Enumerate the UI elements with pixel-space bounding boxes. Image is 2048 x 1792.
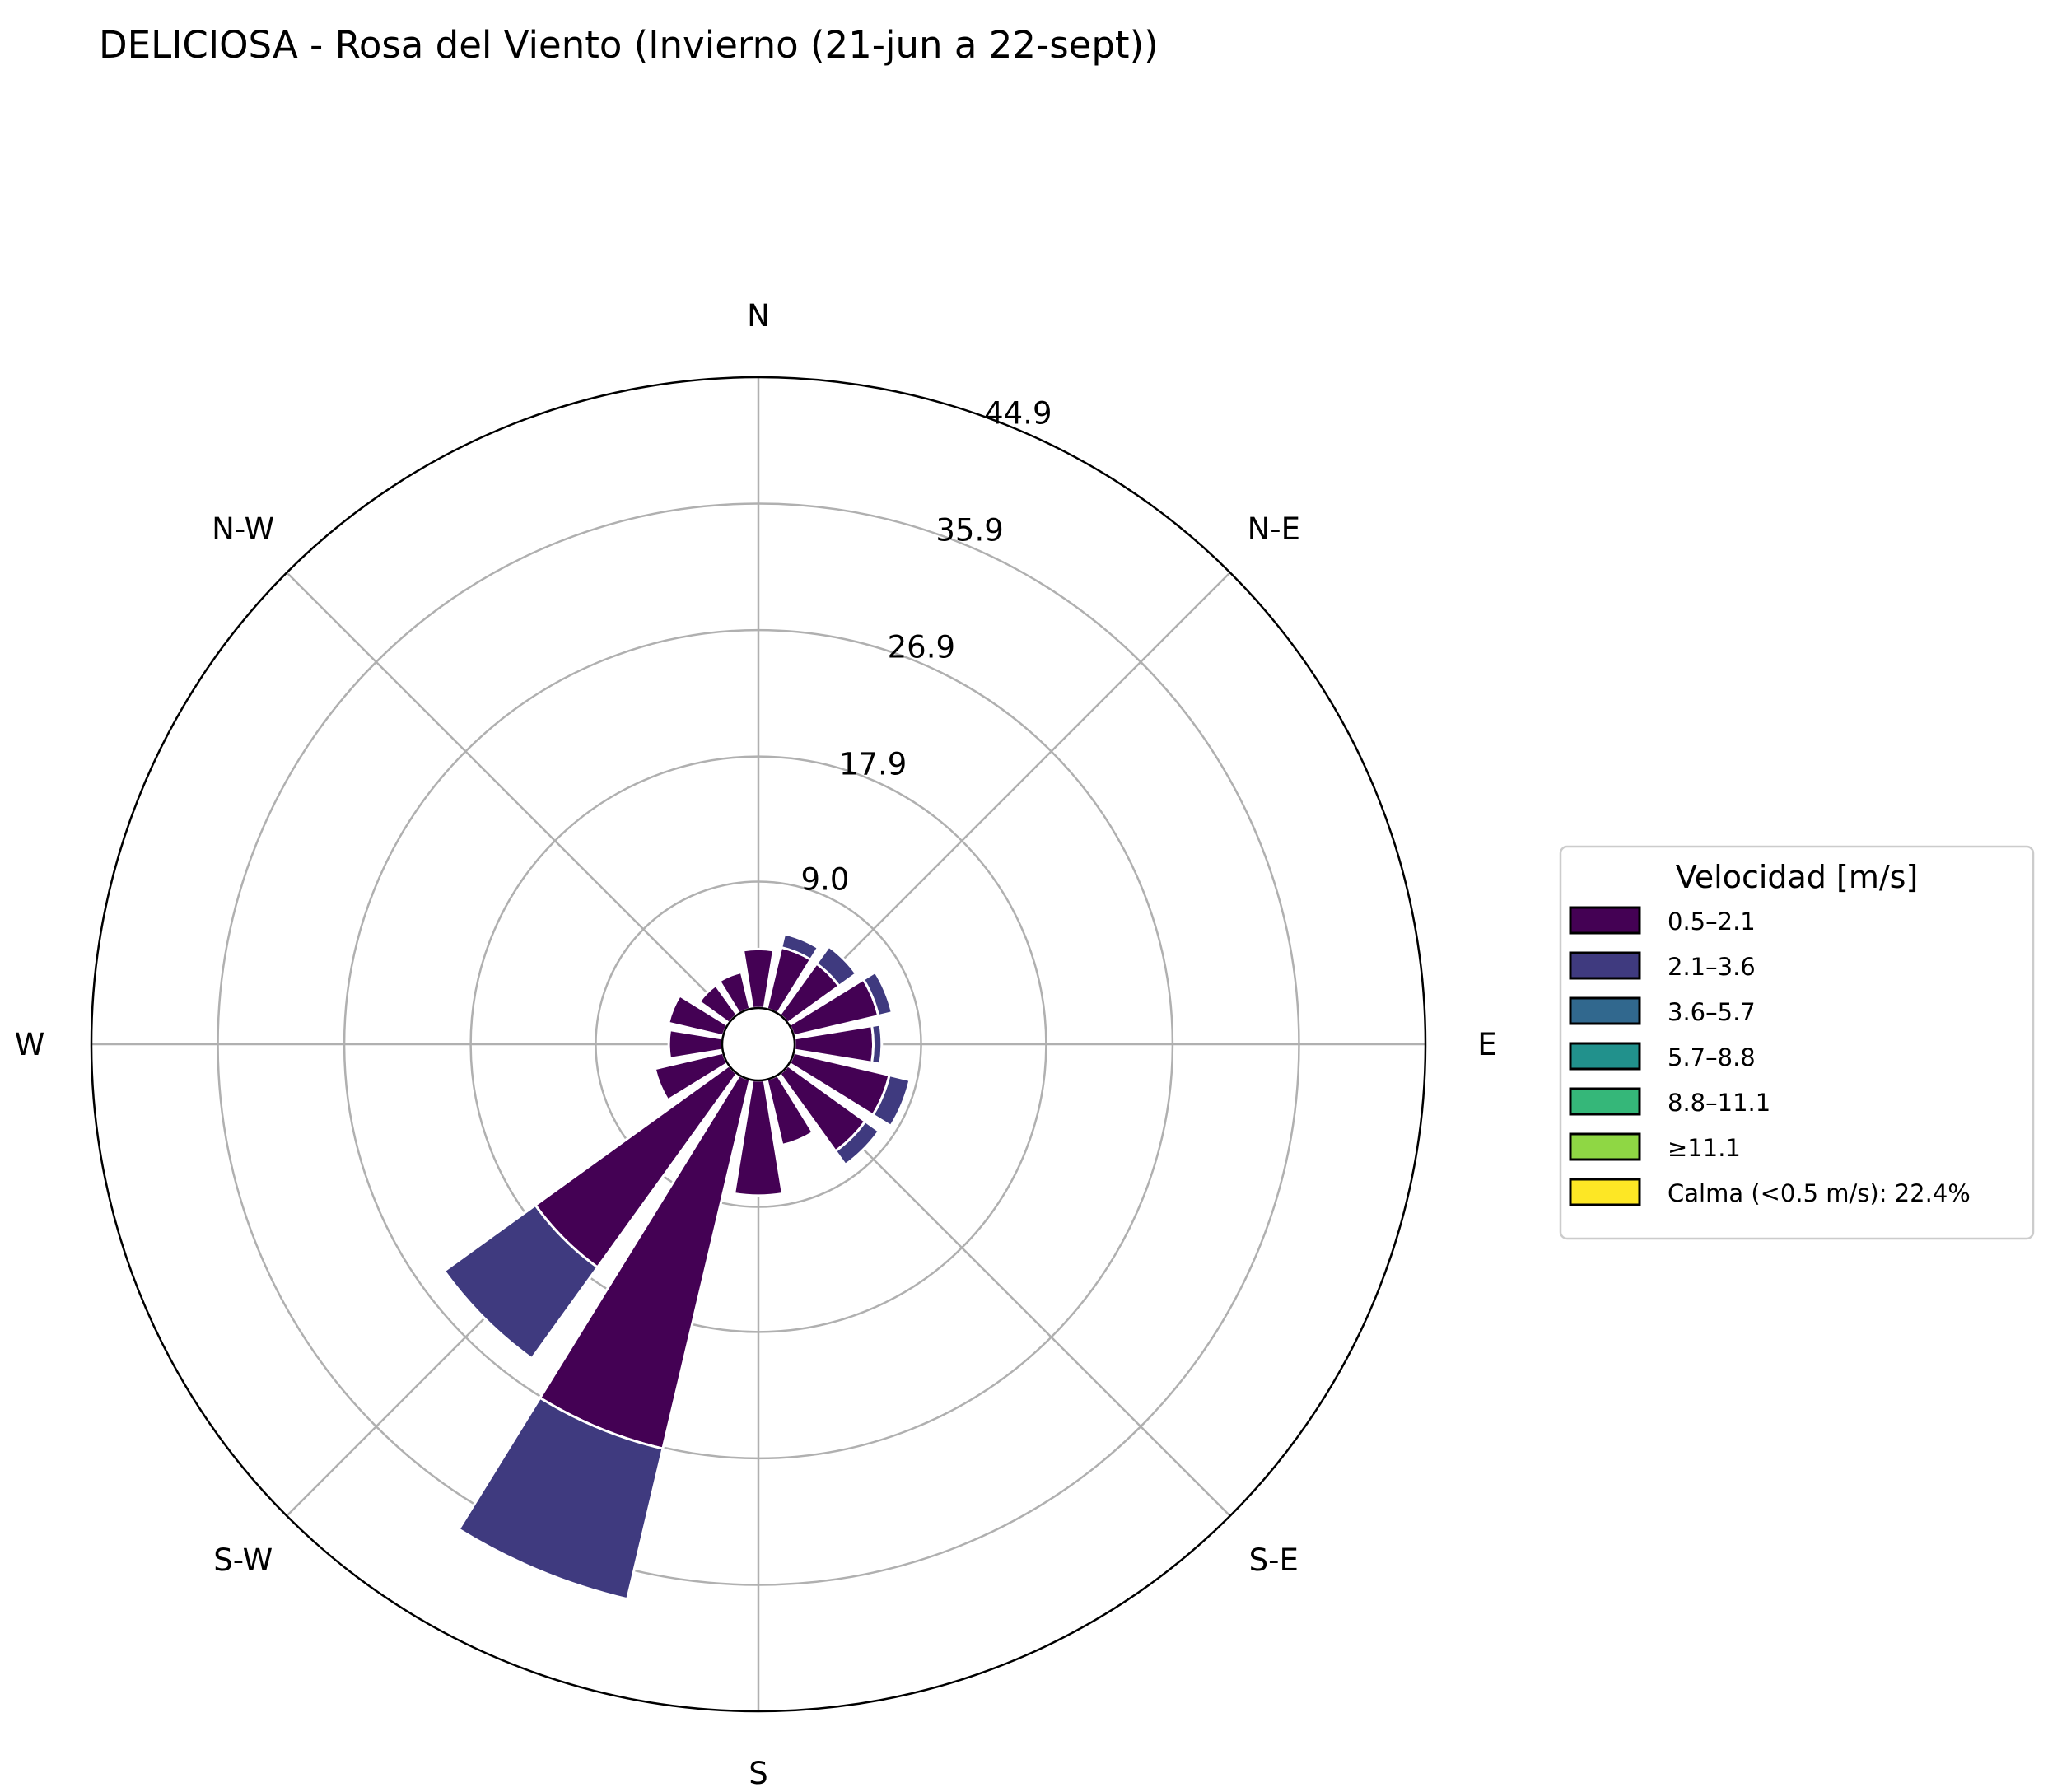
legend-label-3: 5.7–8.8 — [1668, 1043, 1756, 1071]
direction-label-n-e: N-E — [1248, 511, 1300, 547]
direction-label-s-w: S-W — [213, 1542, 273, 1578]
bar-sector-6-series-1 — [833, 1119, 881, 1167]
legend-frame — [1559, 845, 2035, 1240]
legend-swatch-5 — [1569, 1132, 1641, 1161]
legend-swatch-4 — [1569, 1087, 1641, 1116]
radial-tick-label-4: 44.9 — [984, 396, 1052, 432]
direction-label-e: E — [1477, 1027, 1496, 1062]
radial-tick-label-2: 26.9 — [888, 629, 955, 665]
radial-tick-labels: 9.0 17.9 26.9 35.9 44.9 — [801, 396, 1052, 898]
legend-title: Velocidad [m/s] — [1676, 859, 1919, 895]
legend-label-1: 2.1–3.6 — [1668, 953, 1756, 981]
bar-sector-3-series-1 — [861, 970, 894, 1018]
legend-swatch-0 — [1569, 906, 1641, 935]
grid-spoke-7 — [286, 572, 734, 1020]
direction-labels: N N-E E S-E S S-W W N-W — [15, 298, 1497, 1791]
legend: Velocidad [m/s] 0.5–2.1 2.1–3.6 3.6–5.7 5.7… — [1559, 845, 2035, 1240]
direction-label-n-w: N-W — [212, 511, 274, 547]
legend-label-4: 8.8–11.1 — [1668, 1089, 1770, 1117]
bar-sector-9-series-1 — [457, 1396, 665, 1601]
direction-label-s: S — [749, 1756, 768, 1791]
legend-label-6: Calma (<0.5 m/s): 22.4% — [1668, 1179, 1971, 1207]
bar-sector-1-series-1 — [779, 932, 820, 962]
bar-sector-2-series-1 — [814, 945, 858, 988]
legend-swatch-1 — [1569, 951, 1641, 980]
direction-label-n: N — [747, 298, 770, 334]
bar-sector-5-series-1 — [870, 1073, 912, 1128]
polar-grid — [91, 377, 1425, 1711]
bar-sector-4-series-1 — [870, 1023, 884, 1066]
legend-label-5: ≥11.1 — [1668, 1134, 1741, 1162]
grid-spoke-1 — [783, 572, 1231, 1020]
legend-swatch-6 — [1569, 1178, 1641, 1206]
wind-bars — [442, 932, 912, 1601]
radial-tick-label-3: 35.9 — [935, 513, 1003, 548]
legend-label-0: 0.5–2.1 — [1668, 908, 1756, 936]
calm-center-circle — [721, 1006, 796, 1082]
radial-tick-label-0: 9.0 — [801, 862, 850, 898]
polar-outer-frame — [90, 376, 1427, 1713]
radial-tick-label-1: 17.9 — [839, 746, 907, 782]
legend-swatch-3 — [1569, 1042, 1641, 1071]
direction-label-w: W — [15, 1027, 45, 1062]
legend-swatch-2 — [1569, 996, 1641, 1025]
chart-title: DELICIOSA - Rosa del Viento (Invierno (2… — [99, 23, 1159, 67]
direction-label-s-e: S-E — [1249, 1542, 1299, 1578]
legend-label-2: 3.6–5.7 — [1668, 998, 1756, 1026]
bar-sector-10-series-1 — [442, 1203, 599, 1360]
